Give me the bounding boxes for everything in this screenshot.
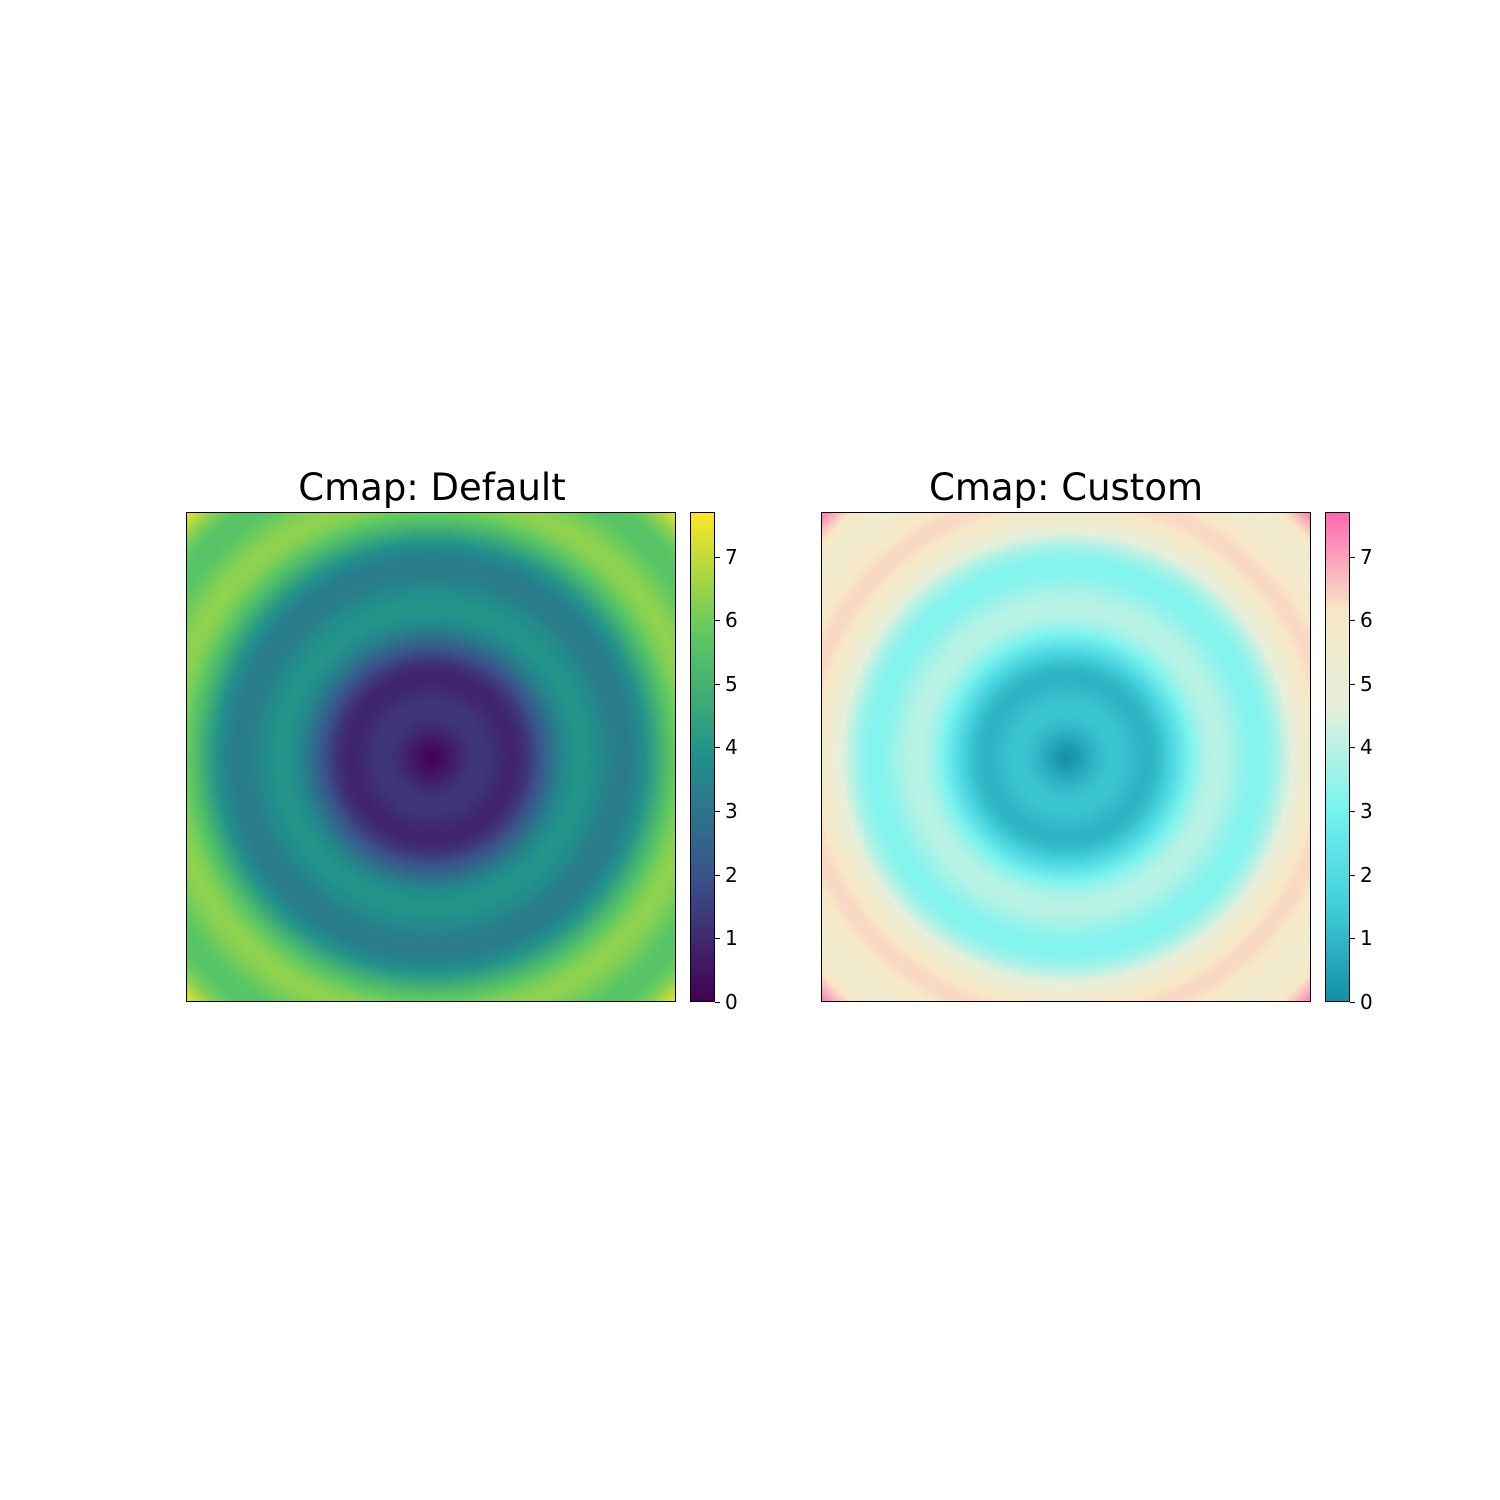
right-colorbar (1325, 512, 1350, 1002)
right-heatmap (821, 512, 1311, 1002)
left-panel-title: Cmap: Default (298, 466, 566, 509)
colorbar-tick-label: 2 (1360, 863, 1373, 887)
right-panel-title: Cmap: Custom (928, 466, 1203, 509)
colorbar-tick-label: 1 (725, 926, 738, 950)
colorbar-tick-label: 7 (1360, 545, 1373, 569)
colorbar-tick-label: 4 (1360, 735, 1373, 759)
colorbar-tick (715, 1002, 720, 1003)
colorbar-tick (715, 557, 720, 558)
colorbar-tick-label: 5 (1360, 672, 1373, 696)
colorbar-tick (1350, 938, 1355, 939)
left-colorbar (690, 512, 715, 1002)
colorbar-tick (715, 620, 720, 621)
colorbar-tick (715, 938, 720, 939)
colorbar-tick-label: 2 (725, 863, 738, 887)
right-colorbar-gradient (1326, 513, 1349, 1001)
colorbar-tick-label: 0 (1360, 990, 1373, 1014)
colorbar-tick (1350, 557, 1355, 558)
colorbar-tick-label: 1 (1360, 926, 1373, 950)
colorbar-tick (1350, 747, 1355, 748)
colorbar-tick-label: 7 (725, 545, 738, 569)
colorbar-tick (715, 811, 720, 812)
colorbar-tick-label: 4 (725, 735, 738, 759)
colorbar-tick (715, 684, 720, 685)
colorbar-tick (1350, 1002, 1355, 1003)
colorbar-tick (1350, 620, 1355, 621)
colorbar-tick (1350, 684, 1355, 685)
colorbar-tick (715, 747, 720, 748)
colorbar-tick (1350, 875, 1355, 876)
colorbar-tick-label: 0 (725, 990, 738, 1014)
colorbar-tick-label: 3 (1360, 799, 1373, 823)
colorbar-tick-label: 5 (725, 672, 738, 696)
right-heatmap-image (822, 513, 1310, 1001)
left-colorbar-gradient (691, 513, 714, 1001)
colorbar-tick (1350, 811, 1355, 812)
colorbar-tick-label: 3 (725, 799, 738, 823)
colorbar-tick-label: 6 (1360, 608, 1373, 632)
left-heatmap (186, 512, 676, 1002)
colorbar-tick (715, 875, 720, 876)
colorbar-tick-label: 6 (725, 608, 738, 632)
left-heatmap-image (187, 513, 675, 1001)
